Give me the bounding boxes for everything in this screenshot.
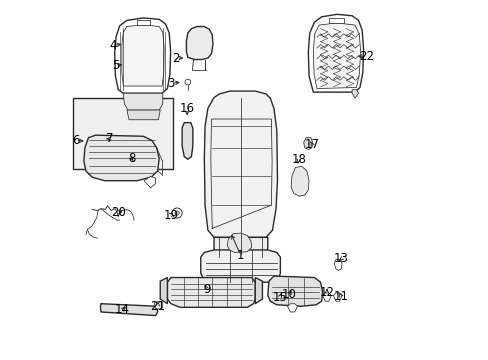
Circle shape (172, 208, 182, 218)
Circle shape (184, 79, 190, 85)
Polygon shape (100, 304, 158, 316)
Polygon shape (290, 166, 308, 196)
Text: 13: 13 (333, 252, 348, 265)
Text: 15: 15 (272, 291, 286, 304)
Polygon shape (227, 233, 251, 252)
Text: 7: 7 (106, 132, 114, 145)
Polygon shape (267, 276, 322, 306)
Polygon shape (154, 301, 163, 309)
Text: 19: 19 (163, 209, 178, 222)
Polygon shape (351, 90, 358, 98)
Polygon shape (115, 18, 170, 93)
Text: 22: 22 (358, 50, 373, 63)
Polygon shape (204, 91, 277, 237)
Polygon shape (123, 93, 163, 110)
Polygon shape (182, 123, 192, 159)
Polygon shape (308, 14, 363, 92)
Text: 5: 5 (111, 59, 119, 72)
Text: 17: 17 (304, 138, 319, 150)
Polygon shape (333, 260, 341, 270)
Text: 10: 10 (281, 288, 296, 301)
Text: 2: 2 (172, 51, 180, 64)
Polygon shape (333, 293, 341, 301)
Text: 4: 4 (110, 39, 117, 52)
Polygon shape (167, 278, 255, 307)
Polygon shape (303, 138, 312, 149)
FancyBboxPatch shape (73, 98, 173, 169)
Polygon shape (313, 23, 360, 89)
Text: 14: 14 (115, 303, 130, 316)
Polygon shape (126, 110, 160, 120)
Text: 8: 8 (127, 152, 135, 165)
Text: 6: 6 (72, 134, 80, 147)
Polygon shape (137, 21, 149, 25)
Polygon shape (287, 304, 297, 312)
Text: 11: 11 (333, 290, 348, 303)
Polygon shape (214, 237, 267, 257)
Text: 3: 3 (167, 77, 174, 90)
Text: 12: 12 (319, 287, 334, 300)
Polygon shape (328, 18, 344, 23)
Text: 16: 16 (179, 102, 194, 115)
Text: 1: 1 (237, 249, 244, 262)
Polygon shape (83, 135, 159, 181)
Polygon shape (255, 278, 262, 304)
Text: 9: 9 (203, 283, 210, 296)
Text: 20: 20 (111, 206, 125, 219)
Polygon shape (122, 25, 164, 86)
Polygon shape (160, 278, 167, 304)
Polygon shape (144, 176, 155, 188)
Polygon shape (201, 250, 280, 282)
Text: 18: 18 (291, 153, 306, 166)
Polygon shape (322, 293, 330, 301)
Circle shape (175, 211, 179, 215)
Polygon shape (186, 27, 212, 59)
Text: 21: 21 (150, 300, 165, 313)
